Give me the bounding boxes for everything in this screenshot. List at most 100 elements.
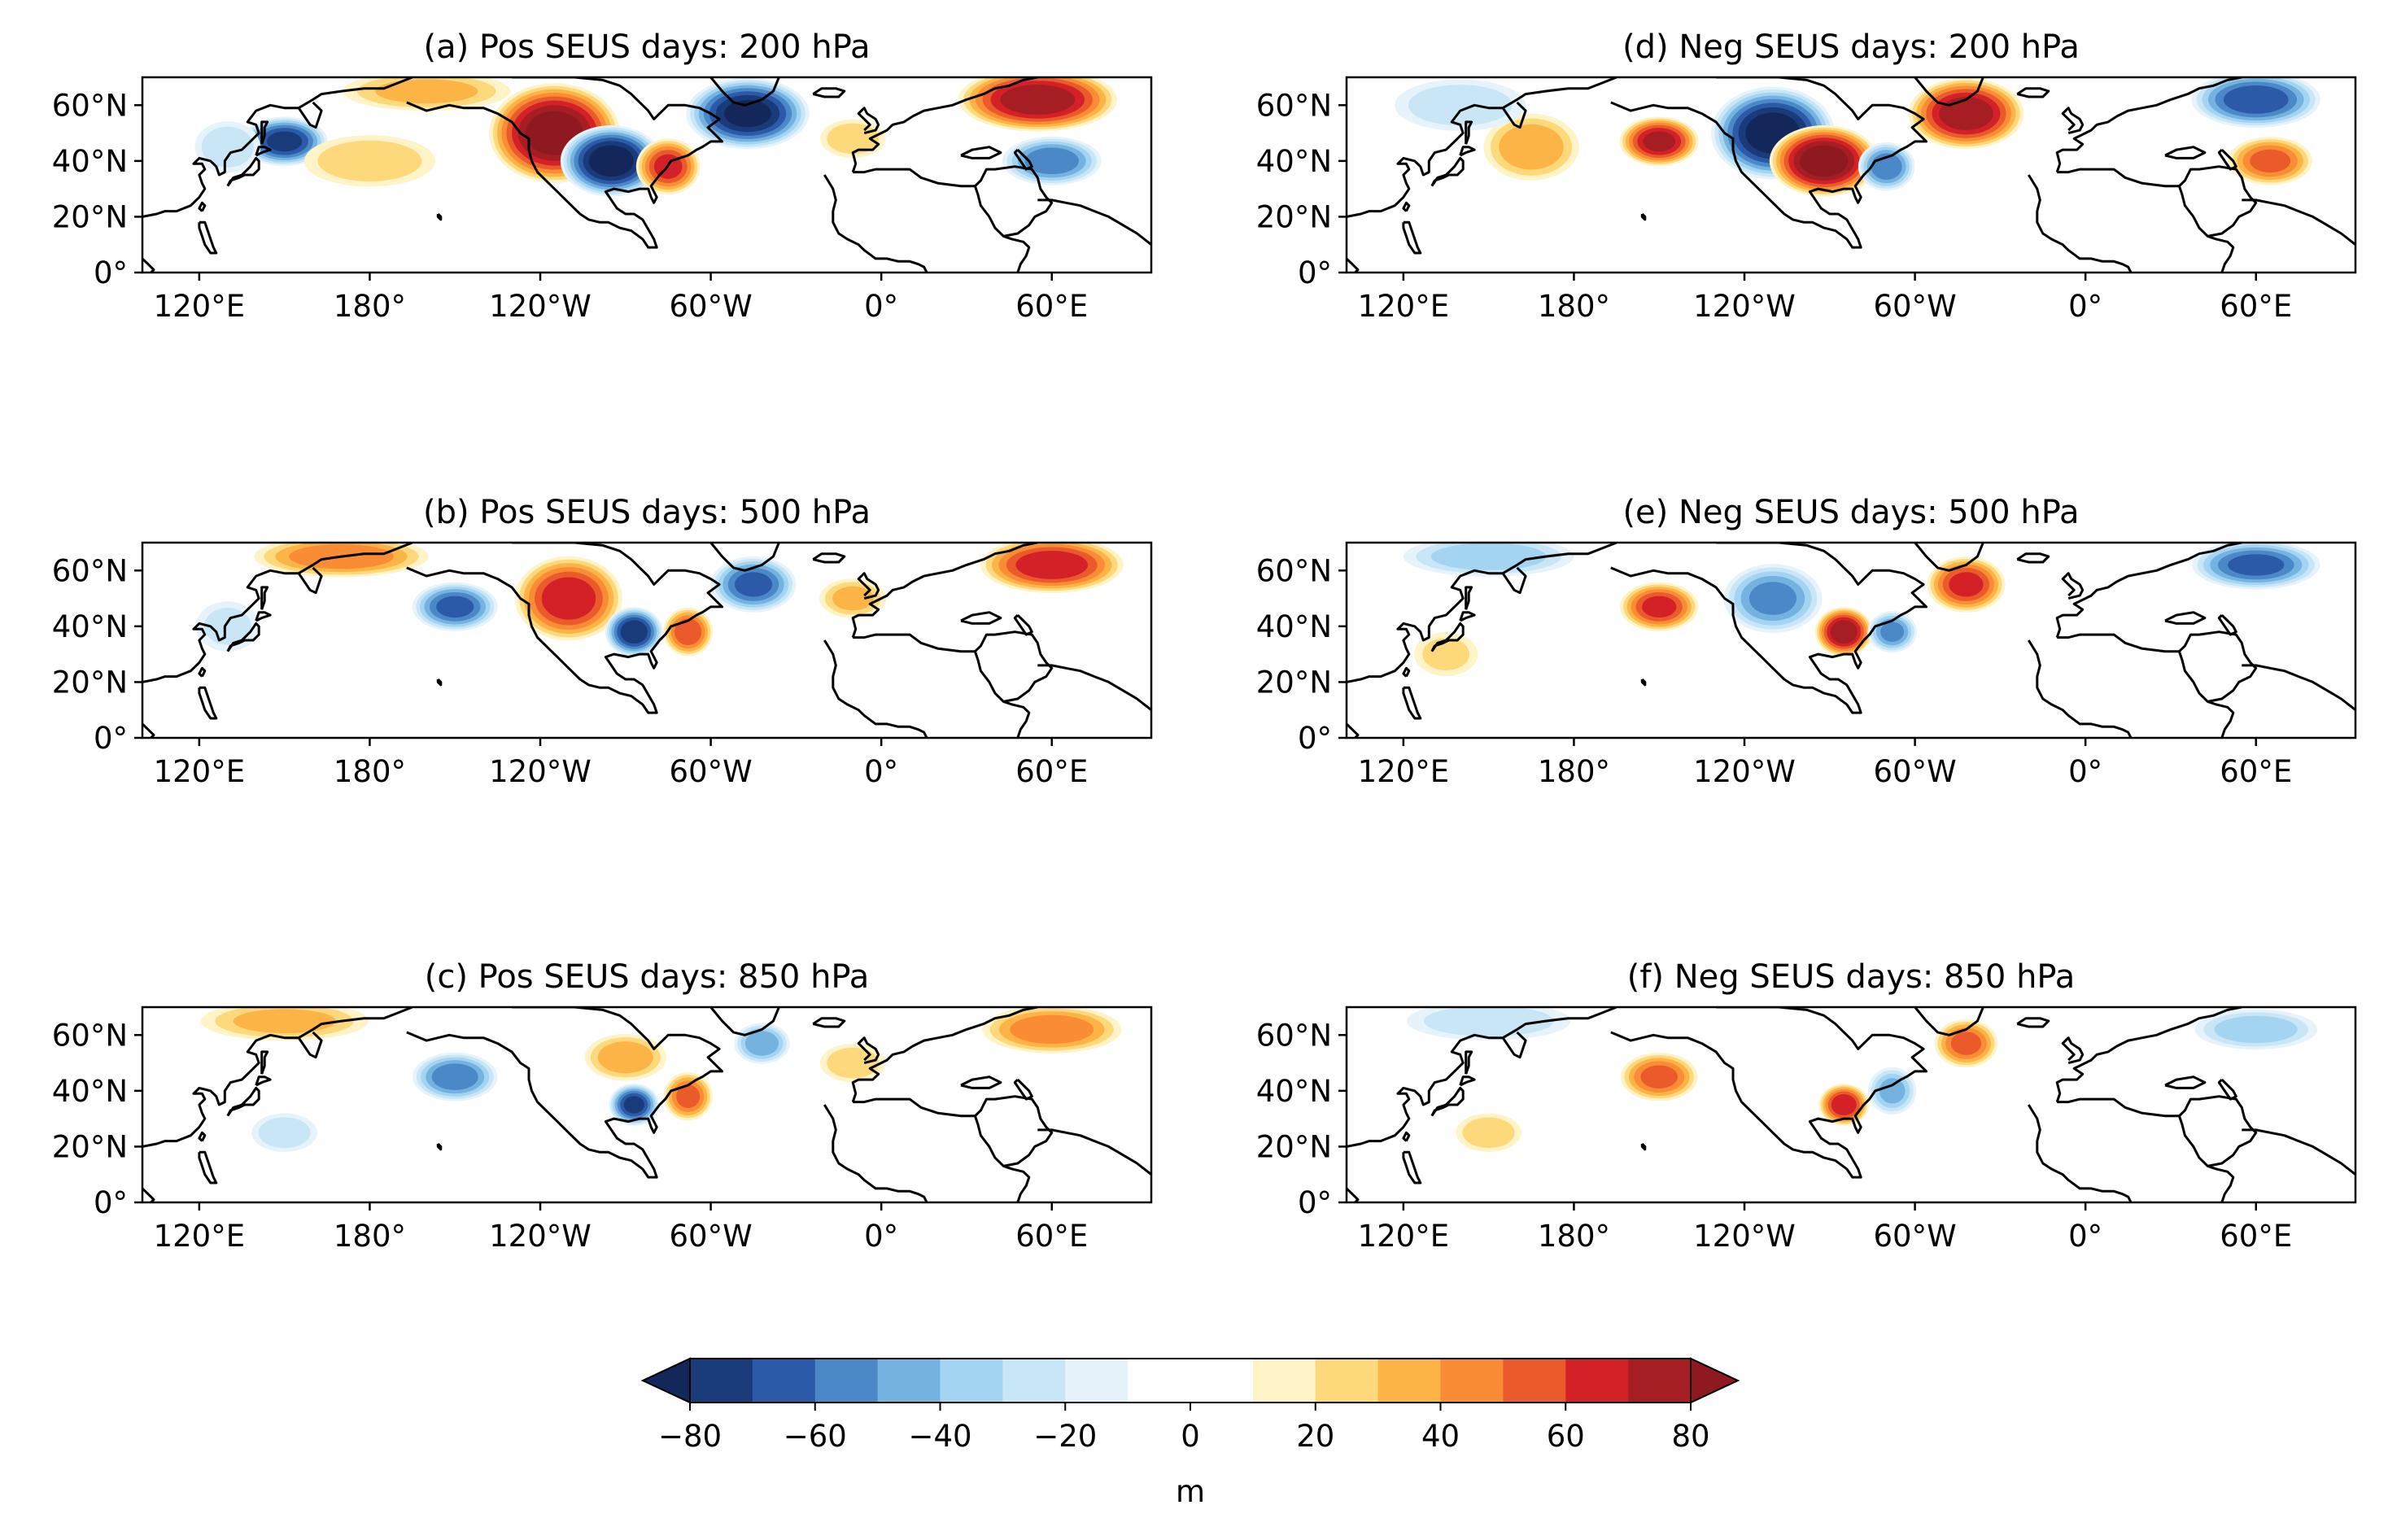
map-panel-f: (f) Neg SEUS days: 850 hPa 120°E 180° 120°W… bbox=[1256, 958, 2357, 1254]
coastline bbox=[2164, 1075, 2207, 1089]
coastline bbox=[260, 120, 269, 145]
colorbar-segment bbox=[877, 1359, 941, 1403]
contour-level bbox=[1642, 595, 1677, 618]
panel-title: (f) Neg SEUS days: 850 hPa bbox=[1627, 958, 2076, 996]
panel-frame bbox=[1345, 541, 2357, 739]
panel-title: (b) Pos SEUS days: 500 hPa bbox=[423, 494, 871, 531]
x-tick-label: 60°E bbox=[1015, 1219, 1088, 1254]
contour-level bbox=[1015, 551, 1089, 579]
y-tick-label: 60°N bbox=[1256, 553, 1332, 588]
coastline bbox=[2016, 87, 2050, 98]
contour-level bbox=[597, 1041, 653, 1074]
contour-level bbox=[1430, 543, 1547, 570]
contour-level bbox=[1000, 85, 1076, 115]
contour-level bbox=[436, 595, 474, 618]
coastline bbox=[2028, 174, 2133, 273]
coastline bbox=[823, 174, 928, 273]
anomaly-center bbox=[980, 543, 1124, 593]
x-tick-label: 60°E bbox=[1015, 289, 1088, 324]
contour-level bbox=[827, 123, 880, 155]
colorbar-tick-label: 20 bbox=[1296, 1419, 1334, 1454]
coastline bbox=[2028, 1104, 2133, 1202]
coastline bbox=[1347, 722, 1360, 738]
anomaly-center bbox=[1406, 1007, 1571, 1040]
colorbar-segment bbox=[752, 1359, 816, 1403]
x-tick-label: 60°E bbox=[1015, 754, 1088, 789]
coastline bbox=[974, 630, 1054, 703]
coastline bbox=[2057, 633, 2235, 738]
y-tick-label: 60°N bbox=[52, 553, 128, 588]
y-tick-label: 0° bbox=[94, 721, 128, 756]
contour-level bbox=[541, 577, 596, 620]
coastline bbox=[974, 1095, 1054, 1167]
coastline bbox=[2055, 1007, 2242, 1103]
coastline bbox=[1914, 77, 1984, 107]
y-tick-label: 60°N bbox=[52, 1018, 128, 1053]
panel-frame bbox=[1345, 76, 2357, 274]
coastline bbox=[1037, 664, 1151, 711]
coastline bbox=[2217, 149, 2237, 171]
colorbar-tick-label: −60 bbox=[784, 1419, 847, 1454]
coastline bbox=[812, 1017, 846, 1028]
contour-level bbox=[203, 608, 251, 645]
contour-level bbox=[1800, 145, 1849, 177]
anomaly-center bbox=[1002, 136, 1102, 185]
coastlines bbox=[142, 543, 1151, 738]
y-tick-label: 0° bbox=[94, 255, 128, 290]
y-tick-label: 40°N bbox=[52, 1074, 128, 1109]
x-tick-label: 60°W bbox=[1874, 754, 1957, 789]
plot-area bbox=[142, 1007, 1151, 1202]
coastline bbox=[960, 611, 1002, 625]
x-tick-label: 120°W bbox=[1693, 289, 1796, 324]
coastline bbox=[812, 552, 846, 564]
contour-level bbox=[201, 126, 254, 168]
anomaly-center bbox=[1814, 607, 1873, 657]
x-tick-label: 120°E bbox=[154, 289, 246, 324]
contour-level bbox=[2228, 554, 2285, 576]
anomaly-center bbox=[1395, 79, 1526, 131]
x-tick-label: 180° bbox=[1538, 289, 1610, 324]
colorbar-segment bbox=[814, 1359, 879, 1403]
coastline bbox=[709, 77, 780, 107]
colorbar-tick-label: 0 bbox=[1181, 1419, 1200, 1454]
coastline bbox=[857, 107, 880, 135]
coastline bbox=[226, 622, 260, 652]
coastline bbox=[198, 201, 207, 212]
map-panel-e: (e) Neg SEUS days: 500 hPa 120°E 180° 120°W… bbox=[1256, 494, 2357, 789]
coastline bbox=[851, 77, 1038, 173]
coastline bbox=[851, 1007, 1038, 1103]
coastline bbox=[1465, 1050, 1473, 1075]
contour-level bbox=[1408, 85, 1513, 126]
anomaly-center bbox=[2194, 1009, 2318, 1050]
contour-level bbox=[1830, 620, 1858, 644]
coastline bbox=[260, 586, 269, 610]
coastline bbox=[2242, 198, 2355, 246]
coastline bbox=[255, 146, 272, 157]
anomaly-center bbox=[514, 556, 622, 641]
coastline bbox=[2164, 611, 2207, 625]
plot-area bbox=[142, 77, 1151, 273]
coastline bbox=[2242, 664, 2355, 711]
anomaly-center bbox=[1483, 113, 1579, 181]
anomaly-center bbox=[982, 1007, 1122, 1054]
anomaly-center bbox=[1619, 116, 1699, 167]
coastline bbox=[255, 1075, 272, 1087]
anomaly-center bbox=[1620, 582, 1699, 631]
coastline bbox=[1610, 77, 1928, 249]
y-tick-label: 20°N bbox=[52, 199, 128, 234]
coastline bbox=[1037, 1128, 1151, 1176]
y-tick-label: 20°N bbox=[52, 1129, 128, 1164]
contour-level bbox=[1950, 1032, 1982, 1055]
coastline bbox=[142, 77, 413, 218]
map-panel-c: (c) Pos SEUS days: 850 hPa 120°E 180° 120°W… bbox=[52, 958, 1153, 1254]
coastline bbox=[853, 168, 1031, 273]
anomaly-center bbox=[605, 607, 663, 657]
coastline bbox=[436, 212, 443, 221]
y-tick-label: 40°N bbox=[52, 609, 128, 644]
panel-title: (c) Pos SEUS days: 850 hPa bbox=[425, 958, 870, 996]
contour-level bbox=[724, 99, 771, 128]
coastline bbox=[2217, 614, 2237, 636]
coastlines bbox=[142, 1007, 1151, 1202]
panel-title: (a) Pos SEUS days: 200 hPa bbox=[423, 28, 870, 66]
contour-level bbox=[1024, 147, 1080, 175]
